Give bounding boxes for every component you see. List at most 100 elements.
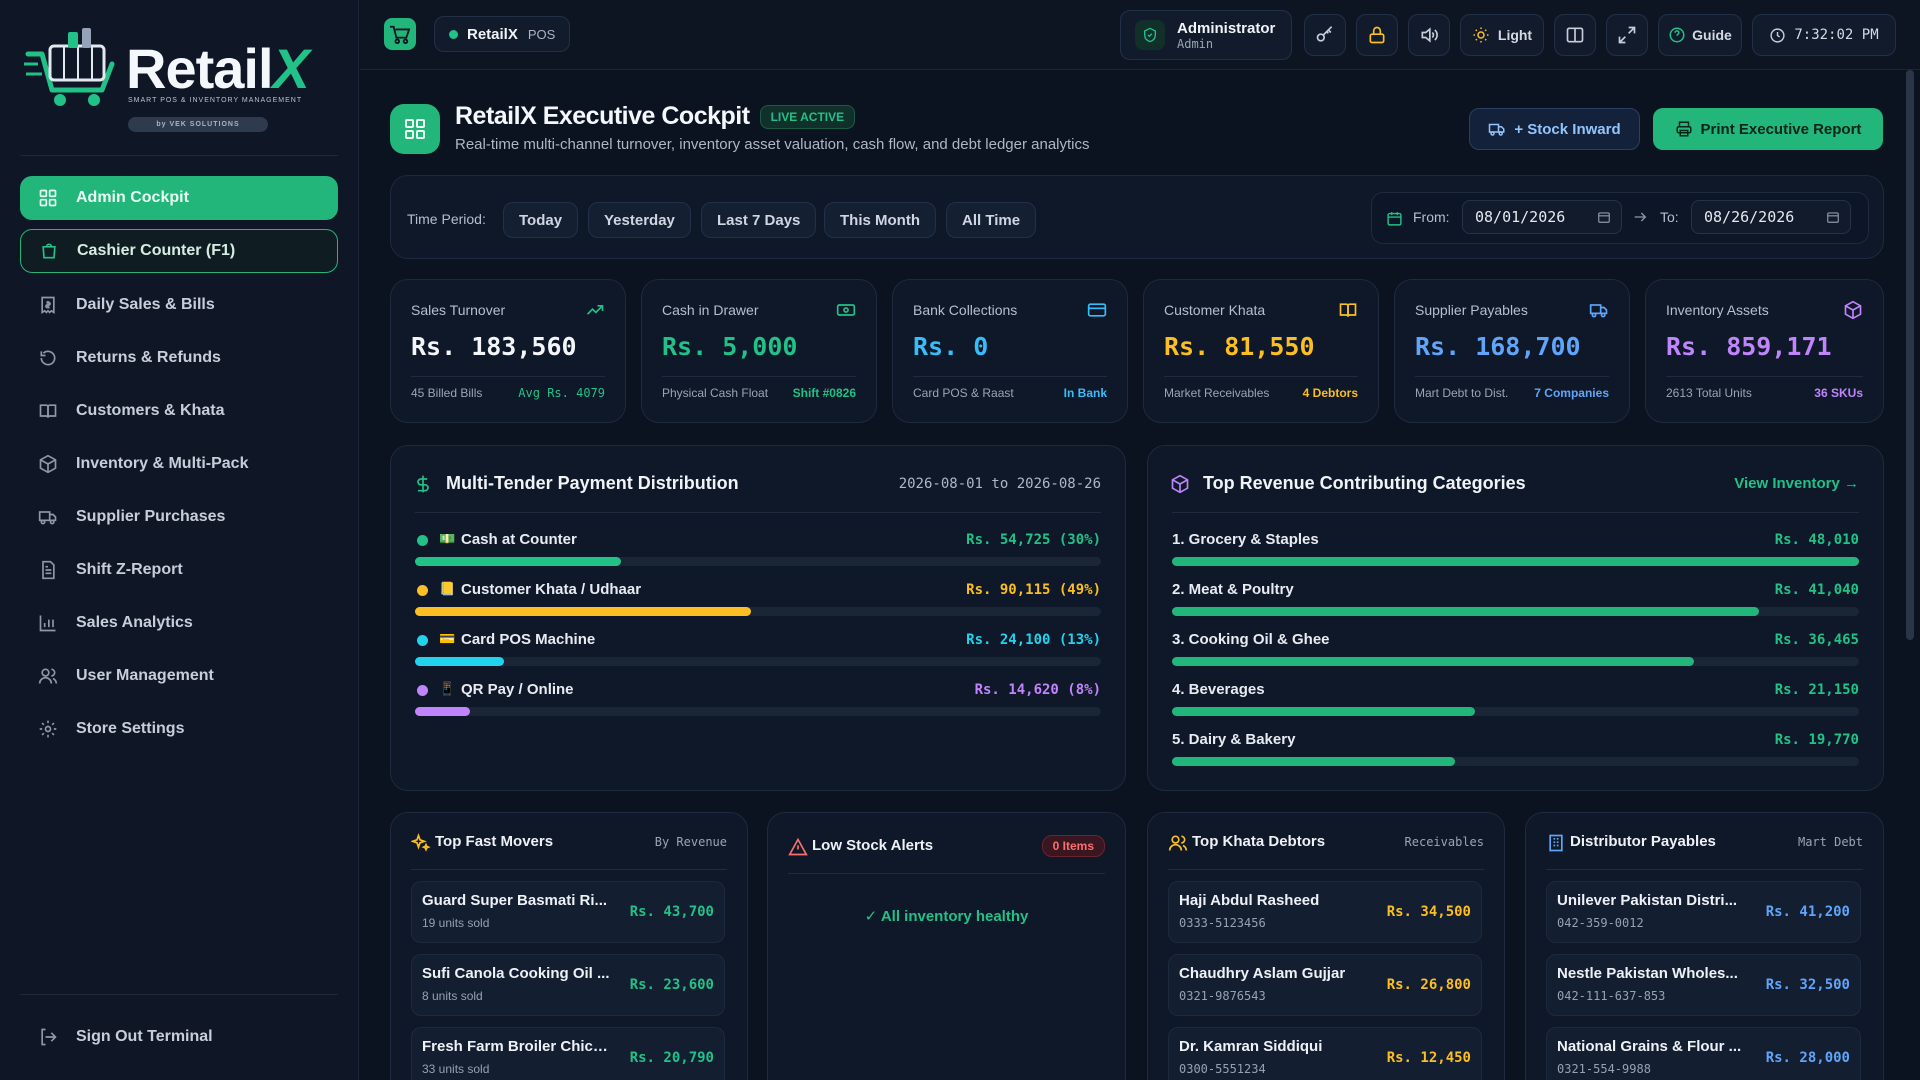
view-inventory-link[interactable]: View Inventory → [1734,475,1859,492]
expand-icon [1618,26,1636,44]
sidebar-item-customers[interactable]: Customers & Khata [20,389,338,433]
stock-inward-button[interactable]: + Stock Inward [1469,108,1640,150]
brand-name: RetailX [126,36,310,101]
list-item[interactable]: Unilever Pakistan Distri... 042-359-0012… [1546,881,1861,943]
debtor-phone: 0333-5123456 [1179,916,1266,930]
sound-button[interactable] [1408,14,1450,56]
credit-card-icon [1087,303,1107,317]
list-item[interactable]: Sufi Canola Cooking Oil ... 8 units sold… [411,954,725,1016]
kpi-sub: Market Receivables [1164,386,1270,400]
list-item[interactable]: Haji Abdul Rasheed 0333-5123456 Rs. 34,5… [1168,881,1482,943]
fullscreen-button[interactable] [1606,14,1648,56]
truck-icon [1589,304,1608,318]
kpi-value: Rs. 0 [913,332,989,361]
arrow-right-icon [1634,212,1647,222]
list-item[interactable]: Nestle Pakistan Wholes... 042-111-637-85… [1546,954,1861,1016]
columns-icon [1566,27,1584,43]
theme-toggle[interactable]: Light [1460,14,1544,56]
kpi-sub: 45 Billed Bills [411,386,483,400]
scrollbar-thumb[interactable] [1906,70,1914,640]
top-categories-card: Top Revenue Contributing Categories View… [1147,445,1884,791]
item-name: Fresh Farm Broiler Chick... [422,1038,612,1055]
kpi-cash-in-drawer[interactable]: Cash in Drawer Rs. 5,000 Physical Cash F… [641,279,877,423]
sidebar-item-sales-analytics[interactable]: Sales Analytics [20,601,338,645]
sidebar-item-returns[interactable]: Returns & Refunds [20,336,338,380]
divider [411,376,605,377]
sidebar-item-label: Supplier Purchases [76,508,226,525]
period-all-time-button[interactable]: All Time [946,202,1037,238]
item-amount: Rs. 43,700 [629,904,714,920]
calendar-icon [1598,212,1610,223]
sidebar-item-store-settings[interactable]: Store Settings [20,707,338,751]
lock-icon [1369,26,1385,44]
clock-time: 7:32:02 PM [1794,27,1879,43]
period-yesterday-button[interactable]: Yesterday [588,202,691,238]
list-item[interactable]: Fresh Farm Broiler Chick... 33 units sol… [411,1027,725,1080]
dollar-icon [417,475,429,493]
sidebar-item-shift-z-report[interactable]: Shift Z-Report [20,548,338,592]
kpi-bank-collections[interactable]: Bank Collections Rs. 0 Card POS & Raast … [892,279,1128,423]
category-bar-track [1172,757,1859,766]
period-today-button[interactable]: Today [503,202,579,238]
sidebar-item-label: Daily Sales & Bills [76,296,215,313]
sidebar-item-user-management[interactable]: User Management [20,654,338,698]
kpi-inventory-assets[interactable]: Inventory Assets Rs. 859,171 2613 Total … [1645,279,1884,423]
app-mode-indicator: RetailX POS [434,16,571,52]
sidebar-item-label: Store Settings [76,720,185,737]
sidebar-item-cashier-counter[interactable]: Cashier Counter (F1) [20,229,338,273]
divider [1168,869,1484,870]
category-bar-fill [1172,757,1455,766]
from-date-input[interactable]: 08/01/2026 [1462,200,1622,234]
app-logo-icon[interactable] [384,18,416,50]
logout-icon [41,1028,57,1046]
user-profile[interactable]: Administrator Admin [1120,10,1292,60]
sign-out-button[interactable]: Sign Out Terminal [20,1015,338,1059]
key-button[interactable] [1304,14,1346,56]
box-icon [39,454,57,474]
kpi-value: Rs. 168,700 [1415,332,1581,361]
dashboard-icon [390,104,440,154]
divider [1666,376,1863,377]
divider [913,376,1107,377]
list-item[interactable]: Guard Super Basmati Ri... 19 units sold … [411,881,725,943]
lock-button[interactable] [1356,14,1398,56]
kpi-sales-turnover[interactable]: Sales Turnover Rs. 183,560 45 Billed Bil… [390,279,626,423]
payment-label: QR Pay / Online [461,681,574,698]
low-stock-alerts-card: Low Stock Alerts 0 Items ✓ All inventory… [767,812,1126,1080]
kpi-label: Bank Collections [913,302,1018,318]
sidebar-item-admin-cockpit[interactable]: Admin Cockpit [20,176,338,220]
distributor-name: Unilever Pakistan Distri... [1557,892,1738,909]
sun-icon [1473,27,1489,43]
item-sub: 8 units sold [422,989,483,1003]
divider [788,873,1105,874]
list-item[interactable]: Dr. Kamran Siddiqui 0300-5551234 Rs. 12,… [1168,1027,1482,1080]
to-date-input[interactable]: 08/26/2026 [1691,200,1851,234]
item-sub: 19 units sold [422,916,490,930]
period-this-month-button[interactable]: This Month [824,202,936,238]
legend-dot [417,685,428,696]
guide-button[interactable]: Guide [1658,14,1742,56]
category-value: Rs. 48,010 [1774,532,1859,548]
truck-icon [38,511,57,525]
category-label: 2. Meat & Poultry [1172,581,1294,598]
print-report-button[interactable]: Print Executive Report [1653,108,1883,150]
divider [20,994,338,995]
brand-name-main: Retail [126,37,273,100]
kpi-supplier-payables[interactable]: Supplier Payables Rs. 168,700 Mart Debt … [1394,279,1630,423]
main-content: RetailX Executive Cockpit LIVE ACTIVE Re… [360,70,1920,1080]
debtor-name: Haji Abdul Rasheed [1179,892,1320,909]
brand-logo[interactable]: RetailX SMART POS & INVENTORY MANAGEMENT… [24,24,334,136]
distributor-payables-card: Distributor Payables Mart Debt Unilever … [1525,812,1884,1080]
kpi-customer-khata[interactable]: Customer Khata Rs. 81,550 Market Receiva… [1143,279,1379,423]
list-item[interactable]: National Grains & Flour ... 0321-554-998… [1546,1027,1861,1080]
sidebar-item-supplier-purchases[interactable]: Supplier Purchases [20,495,338,539]
period-last-7-days-button[interactable]: Last 7 Days [701,202,817,238]
layout-button[interactable] [1554,14,1596,56]
list-item[interactable]: Chaudhry Aslam Gujjar 0321-9876543 Rs. 2… [1168,954,1482,1016]
truck-icon [1489,123,1505,136]
sidebar-item-daily-sales[interactable]: Daily Sales & Bills [20,283,338,327]
distributor-amount: Rs. 28,000 [1765,1050,1850,1066]
sidebar-item-inventory[interactable]: Inventory & Multi-Pack [20,442,338,486]
item-amount: Rs. 23,600 [629,977,714,993]
payment-value: Rs. 24,100 (13%) [966,632,1101,648]
